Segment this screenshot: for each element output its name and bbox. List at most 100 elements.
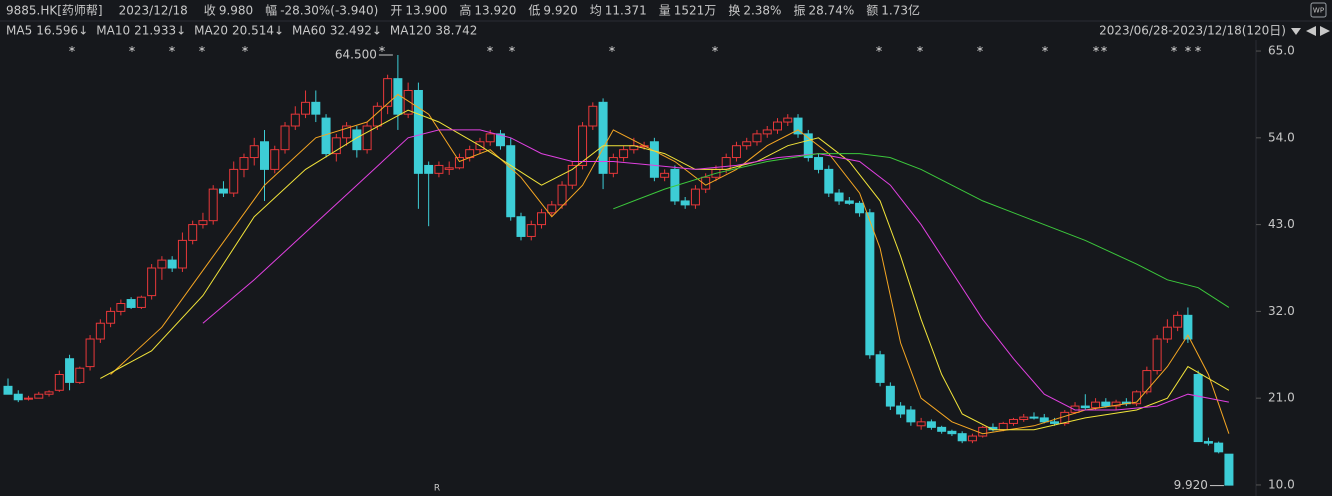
candle-body xyxy=(24,397,34,400)
event-star xyxy=(1093,47,1099,51)
candle-body xyxy=(106,310,116,324)
candle-body xyxy=(814,157,824,170)
candle-body xyxy=(157,259,167,269)
candle-body xyxy=(937,426,947,432)
event-star xyxy=(379,47,385,51)
ma-line xyxy=(110,93,1230,435)
candle-body xyxy=(403,89,413,115)
candle-body xyxy=(218,188,228,194)
ma-value: 16.596↓ xyxy=(36,24,88,38)
candle-body xyxy=(947,430,957,435)
candle-body xyxy=(783,117,793,123)
field-label: 量 xyxy=(659,4,671,18)
candle-body xyxy=(762,129,772,135)
candle-body xyxy=(978,426,988,437)
candle-body xyxy=(567,164,577,186)
candle-body xyxy=(998,422,1008,431)
candle-body xyxy=(1019,416,1029,420)
candle-body xyxy=(649,141,659,178)
candle-body xyxy=(434,164,444,174)
candle-body xyxy=(1173,314,1183,328)
candle-body xyxy=(1193,374,1203,443)
ma-line xyxy=(100,109,1230,431)
candle-body xyxy=(229,168,239,194)
candle-body xyxy=(588,105,598,127)
candle-body xyxy=(485,133,495,143)
candle-body xyxy=(362,125,372,151)
candle-body xyxy=(506,145,516,218)
arrow-right[interactable] xyxy=(1320,26,1330,36)
event-star xyxy=(917,47,923,51)
candle-body xyxy=(926,421,936,428)
candle-body xyxy=(1008,418,1018,424)
candle-body xyxy=(906,409,916,423)
event-star xyxy=(876,47,882,51)
candle-body xyxy=(537,212,547,226)
candle-body xyxy=(1162,326,1172,340)
event-star xyxy=(1171,47,1177,51)
candle-body xyxy=(1111,401,1121,407)
annotation: 9.920 xyxy=(1174,478,1208,492)
candle-body xyxy=(208,188,218,222)
field-label: 均 xyxy=(590,4,602,18)
candle-body xyxy=(198,220,208,226)
event-star xyxy=(487,47,493,51)
field-label: 收 xyxy=(204,4,216,18)
ma-value: 32.492↓ xyxy=(330,24,382,38)
dropdown-arrow[interactable] xyxy=(1291,28,1301,35)
date-range[interactable]: 2023/06/28-2023/12/18(120日) xyxy=(1099,24,1286,38)
candle-body xyxy=(1203,441,1213,444)
field-value: 28.74% xyxy=(808,4,854,18)
ma-value: 38.742 xyxy=(435,24,477,38)
candle-body xyxy=(578,125,588,166)
arrow-left[interactable] xyxy=(1306,26,1316,36)
candle-body xyxy=(177,239,187,269)
candle-body xyxy=(239,157,249,170)
event-star xyxy=(1101,47,1107,51)
symbol: 9885.HK[药师帮] xyxy=(6,4,103,18)
candle-body xyxy=(495,133,505,147)
candle-body xyxy=(1183,314,1193,340)
date: 2023/12/18 xyxy=(119,4,188,18)
candle-body xyxy=(188,224,198,241)
icon[interactable] xyxy=(1310,2,1327,18)
candle-body xyxy=(844,200,854,204)
y-tick-label: 21.0 xyxy=(1268,391,1295,405)
event-star xyxy=(199,47,205,51)
candle-body xyxy=(1214,442,1224,453)
event-star xyxy=(1042,47,1048,51)
candle-body xyxy=(619,149,629,159)
candle-body xyxy=(383,78,393,107)
candle-body xyxy=(885,385,895,407)
candle-body xyxy=(752,133,762,143)
candle-body xyxy=(270,149,280,170)
candle-body xyxy=(526,224,536,237)
candle-body xyxy=(301,101,311,115)
candle-body xyxy=(516,216,526,237)
candle-body xyxy=(875,354,885,383)
candle-body xyxy=(95,322,105,340)
candle-body xyxy=(1091,401,1101,409)
ma-name: MA60 xyxy=(292,24,326,38)
field-label: 振 xyxy=(793,4,805,18)
event-star xyxy=(712,47,718,51)
y-tick-label: 54.0 xyxy=(1268,130,1295,144)
annotation: 64.500 xyxy=(335,47,377,61)
candle-body xyxy=(865,212,875,356)
ma-name: MA10 xyxy=(96,24,130,38)
candle-body xyxy=(311,101,321,115)
candle-body xyxy=(454,157,464,169)
y-tick-label: 10.0 xyxy=(1268,477,1295,491)
event-star xyxy=(69,47,75,51)
candle-body xyxy=(731,145,741,159)
candle-body xyxy=(3,385,13,395)
candle-body xyxy=(598,101,608,174)
field-value: -28.30%(-3.940) xyxy=(280,4,378,18)
field-label: 幅 xyxy=(265,3,277,18)
field-value: 1.73亿 xyxy=(881,3,920,18)
candle-body xyxy=(721,157,731,170)
candle-body xyxy=(13,393,23,401)
candle-body xyxy=(690,188,700,206)
candle-body xyxy=(290,113,300,127)
candle-body xyxy=(280,125,290,151)
